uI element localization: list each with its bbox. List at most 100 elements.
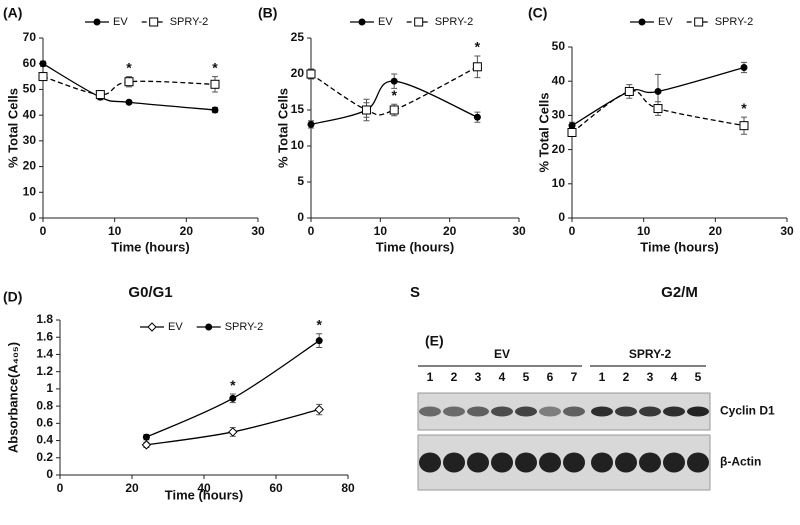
x-tick-label: 30	[512, 224, 526, 238]
data-point	[211, 106, 219, 114]
lane-label: 7	[571, 370, 578, 384]
y-tick-label: 10	[552, 176, 566, 190]
chart-title: G0/G1	[128, 284, 172, 301]
x-axis-label: Time (hours)	[376, 239, 455, 254]
y-tick-label: 0	[29, 210, 36, 224]
lane-label: 3	[475, 370, 482, 384]
chart-title: S	[410, 284, 420, 301]
lane-label: 5	[695, 370, 702, 384]
x-tick-label: 10	[108, 224, 122, 238]
x-tick-label: 30	[780, 224, 794, 238]
data-point	[314, 404, 324, 415]
blot-band	[491, 452, 513, 473]
data-point	[653, 104, 663, 114]
data-point	[567, 128, 577, 137]
blot-band	[563, 406, 585, 417]
blot-band	[687, 452, 709, 473]
legend-label: EV	[378, 16, 393, 28]
x-tick-label: 0	[308, 224, 315, 238]
panel-label: (A)	[3, 5, 22, 21]
blot-band	[443, 452, 465, 473]
lane-label: 6	[547, 370, 554, 384]
panel-label: (C)	[528, 5, 547, 21]
blot-band	[539, 452, 561, 473]
data-point	[229, 394, 237, 402]
y-tick-label: 10	[23, 184, 37, 198]
y-tick-label: 50	[23, 82, 37, 96]
x-tick-label: 10	[374, 224, 388, 238]
blot-band	[515, 452, 537, 473]
x-tick-label: 20	[709, 224, 723, 238]
y-tick-label: 0.4	[36, 433, 53, 447]
legend-label: SPRY-2	[170, 16, 209, 28]
data-point	[390, 77, 398, 85]
y-tick-label: 30	[23, 133, 37, 147]
group-label: EV	[494, 347, 510, 361]
data-point	[739, 121, 749, 131]
lane-label: 2	[623, 370, 630, 384]
data-point	[228, 427, 238, 437]
legend-label: EV	[658, 16, 673, 28]
y-tick-label: 40	[23, 107, 37, 121]
blot-band	[515, 406, 537, 417]
y-tick-label: 0	[46, 467, 53, 481]
legend-label: EV	[168, 321, 183, 333]
band-label: Cyclin D1	[720, 404, 775, 418]
data-point	[95, 90, 105, 100]
data-point	[472, 62, 482, 72]
group-label: SPRY-2	[629, 347, 672, 361]
y-tick-label: 60	[23, 56, 37, 70]
series-line	[571, 90, 745, 134]
blot-band	[419, 452, 441, 473]
blot-band	[615, 406, 637, 417]
y-axis-label: % Total Cells	[536, 93, 551, 173]
blot-band	[467, 452, 489, 473]
lane-label: 5	[523, 370, 530, 384]
data-point	[315, 337, 323, 345]
legend-marker	[93, 18, 101, 26]
series-line	[310, 66, 478, 116]
y-tick-label: 1.4	[36, 347, 53, 361]
blot-band	[663, 406, 685, 417]
series-line	[42, 75, 216, 96]
blot-band	[663, 452, 685, 473]
data-point	[306, 69, 316, 79]
y-tick-label: 10	[291, 138, 305, 152]
blot-band	[639, 452, 661, 473]
x-tick-label: 10	[637, 224, 651, 238]
blot-band	[467, 406, 489, 417]
y-tick-label: 40	[552, 73, 566, 87]
lane-label: 1	[599, 370, 606, 384]
significance-mark: *	[475, 39, 481, 55]
y-tick-label: 50	[552, 39, 566, 53]
blot-band	[639, 406, 661, 417]
data-point	[361, 105, 371, 115]
y-tick-label: 0	[558, 210, 565, 224]
y-tick-label: 25	[291, 30, 305, 44]
legend-marker	[638, 18, 646, 26]
data-point	[568, 122, 576, 130]
y-tick-label: 15	[291, 102, 305, 116]
y-tick-label: 70	[23, 30, 37, 44]
blot-band	[591, 406, 613, 417]
significance-mark: *	[316, 316, 322, 332]
data-point	[38, 72, 48, 82]
panel-label: (B)	[258, 5, 277, 21]
x-tick-label: 60	[269, 481, 283, 495]
data-point	[307, 120, 315, 128]
x-tick-label: 30	[251, 224, 265, 238]
y-tick-label: 0.8	[36, 398, 53, 412]
x-tick-label: 20	[125, 481, 139, 495]
series-line	[42, 63, 216, 111]
lane-label: 4	[499, 370, 506, 384]
significance-mark: *	[741, 100, 747, 116]
x-tick-label: 0	[57, 481, 64, 495]
legend-marker	[358, 18, 366, 26]
lane-label: 2	[451, 370, 458, 384]
y-tick-label: 0	[297, 210, 304, 224]
x-axis-label: Time (hours)	[640, 239, 719, 254]
data-point	[210, 79, 220, 89]
data-point	[142, 433, 150, 441]
legend-label: SPRY-2	[225, 321, 264, 333]
